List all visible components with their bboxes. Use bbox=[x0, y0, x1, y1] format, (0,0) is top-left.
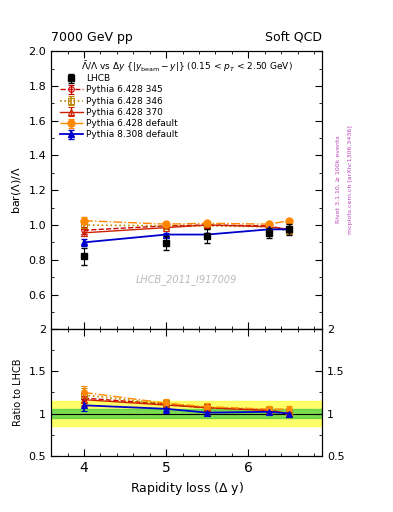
X-axis label: Rapidity loss ($\Delta$ y): Rapidity loss ($\Delta$ y) bbox=[130, 480, 244, 497]
Text: LHCB_2011_I917009: LHCB_2011_I917009 bbox=[136, 274, 237, 285]
Text: $\bar{\Lambda}/\Lambda$ vs $\Delta y$ {$|y_{\mathrm{beam}}-y|$} (0.15 < $p_T$ < : $\bar{\Lambda}/\Lambda$ vs $\Delta y$ {$… bbox=[81, 59, 292, 74]
Y-axis label: Ratio to LHCB: Ratio to LHCB bbox=[13, 359, 23, 426]
Bar bbox=[51, 401, 322, 426]
Text: mcplots.cern.ch [arXiv:1306.3436]: mcplots.cern.ch [arXiv:1306.3436] bbox=[348, 125, 353, 233]
Y-axis label: bar($\Lambda$)/$\Lambda$: bar($\Lambda$)/$\Lambda$ bbox=[10, 166, 23, 214]
Text: Soft QCD: Soft QCD bbox=[265, 31, 322, 44]
Legend: LHCB, Pythia 6.428 345, Pythia 6.428 346, Pythia 6.428 370, Pythia 6.428 default: LHCB, Pythia 6.428 345, Pythia 6.428 346… bbox=[58, 72, 180, 141]
Bar bbox=[51, 409, 322, 418]
Text: Rivet 3.1.10, ≥ 100k events: Rivet 3.1.10, ≥ 100k events bbox=[336, 135, 341, 223]
Text: 7000 GeV pp: 7000 GeV pp bbox=[51, 31, 133, 44]
